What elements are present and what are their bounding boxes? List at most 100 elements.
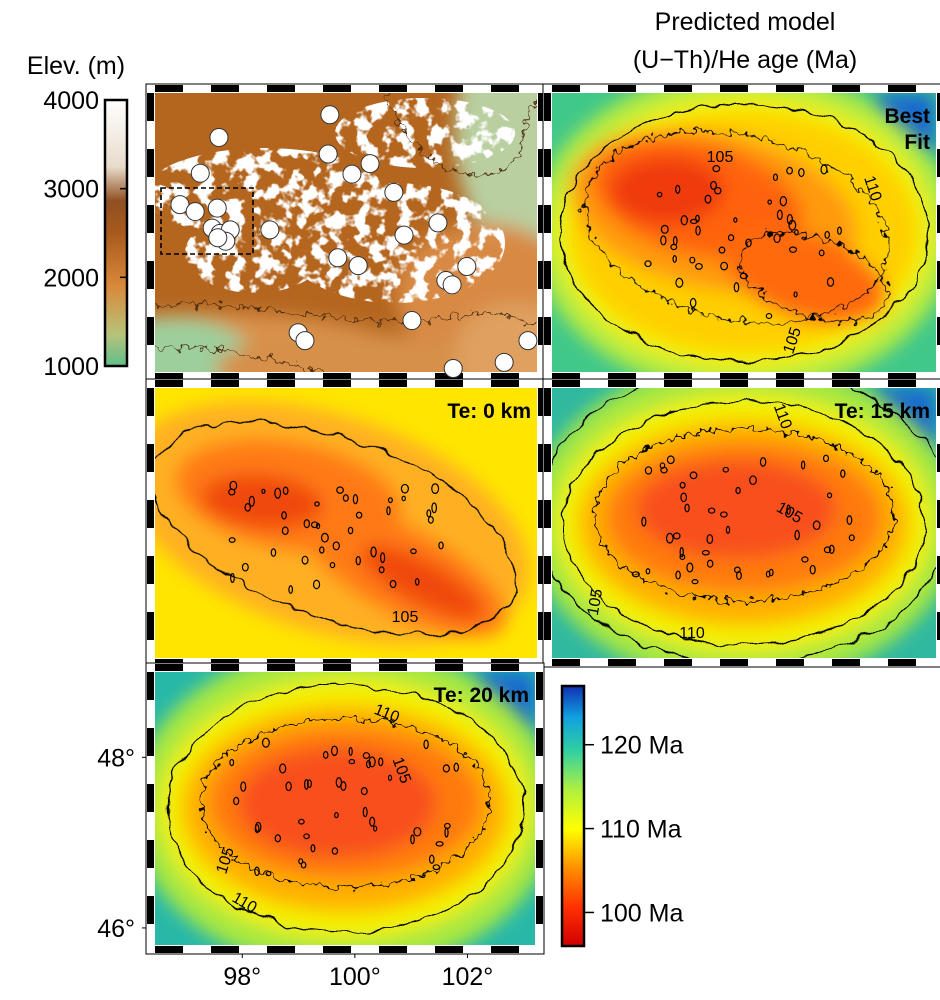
frame-segment: [937, 317, 940, 345]
frame-segment: [720, 659, 748, 666]
contour-speck: [765, 312, 773, 320]
contour-line: [155, 421, 518, 636]
contour-speck: [645, 568, 651, 575]
contour-speck: [248, 495, 255, 507]
frame-segment: [538, 388, 545, 416]
contour-speck: [279, 763, 287, 774]
contour-speck: [432, 864, 441, 871]
frame-segment: [552, 380, 580, 387]
frame-segment: [538, 612, 545, 640]
contour-speck: [660, 235, 667, 246]
contour-speck: [282, 486, 289, 495]
contour-speck: [265, 870, 272, 877]
frame-segment: [323, 380, 351, 387]
contour-speck: [759, 457, 767, 467]
colorbar-tick-label: 100 Ma: [600, 899, 683, 927]
contour-speck: [274, 487, 282, 499]
frame-segment: [147, 149, 154, 177]
contour-speck: [695, 225, 701, 236]
contour-line: [562, 400, 926, 646]
frame-segment: [888, 659, 916, 666]
contour-speck: [679, 553, 686, 561]
contour-speck: [798, 167, 805, 178]
frame-segment: [720, 380, 748, 387]
frame-segment: [491, 85, 519, 92]
frame-segment: [888, 380, 916, 387]
map-panel: [155, 388, 537, 658]
frame-segment: [491, 380, 519, 387]
age-field-layers: [155, 672, 535, 945]
contour-line: [738, 232, 888, 322]
contour-speck: [261, 737, 270, 748]
contour-label: 110: [679, 625, 705, 642]
contour-speck: [304, 778, 309, 790]
contour-speck: [281, 526, 289, 536]
frame-segment: [379, 946, 407, 953]
frame-segment: [323, 664, 351, 671]
contour-speck: [846, 515, 853, 525]
contour-speck: [812, 520, 821, 531]
contour-speck: [818, 249, 825, 257]
contour-speck: [672, 255, 677, 263]
sample-point: [209, 127, 229, 147]
frame-segment: [544, 500, 551, 528]
frame-segment: [937, 205, 940, 233]
frame-segment: [155, 380, 183, 387]
frame-segment: [937, 149, 940, 177]
map-panel: [155, 672, 535, 945]
y-tick-label: 46°: [97, 915, 135, 943]
terrain-contour: [155, 304, 537, 326]
contour-speck: [675, 570, 681, 580]
age-field-layers: [155, 401, 530, 645]
frame-segment: [155, 373, 183, 380]
contour-speck: [788, 246, 797, 253]
contour-speck: [707, 507, 716, 514]
contour-speck: [848, 534, 855, 542]
contour-speck: [745, 238, 752, 248]
frame-segment: [435, 664, 463, 671]
frame-segment: [536, 728, 543, 756]
contour-speck: [228, 537, 236, 543]
contour-speck: [733, 282, 740, 293]
contour-speck: [233, 796, 240, 806]
contour-speck: [712, 165, 721, 173]
contour-speck: [306, 779, 312, 788]
contour-speck: [298, 858, 304, 865]
sample-point: [208, 228, 228, 248]
contour-speck: [428, 854, 435, 864]
contour-speck: [733, 217, 738, 223]
frame-segment: [664, 380, 692, 387]
contour-speck: [704, 194, 712, 204]
frame-segment: [776, 380, 804, 387]
contour-speck: [241, 562, 249, 572]
contour-speck: [254, 824, 260, 834]
contour-speck: [334, 811, 339, 819]
contour-speck: [786, 166, 793, 175]
frame-segment: [536, 896, 543, 924]
contour-speck: [274, 834, 282, 843]
contour-speck: [438, 541, 444, 550]
contour-speck: [801, 556, 809, 563]
frame-segment: [536, 672, 543, 700]
contour-speck: [285, 781, 292, 792]
contour-line: [199, 717, 491, 889]
sample-point: [190, 163, 210, 183]
contour-speck: [340, 781, 347, 791]
contour-speck: [735, 486, 741, 495]
contour-speck: [347, 526, 354, 535]
contour-speck: [773, 233, 781, 244]
contour-speck: [840, 469, 846, 478]
frame-segment: [147, 612, 154, 640]
sample-point: [207, 198, 227, 218]
panel-label: Te: 20 km: [434, 684, 529, 707]
contour-speck: [722, 466, 730, 473]
frame-segment: [776, 85, 804, 92]
contour-speck: [675, 277, 684, 288]
contour-speck: [342, 494, 349, 502]
sample-point: [348, 256, 368, 276]
frame-segment: [538, 444, 545, 472]
frame-segment: [323, 373, 351, 380]
contour-speck: [330, 745, 338, 756]
contour-speck: [348, 758, 356, 765]
frame-segment: [491, 946, 519, 953]
